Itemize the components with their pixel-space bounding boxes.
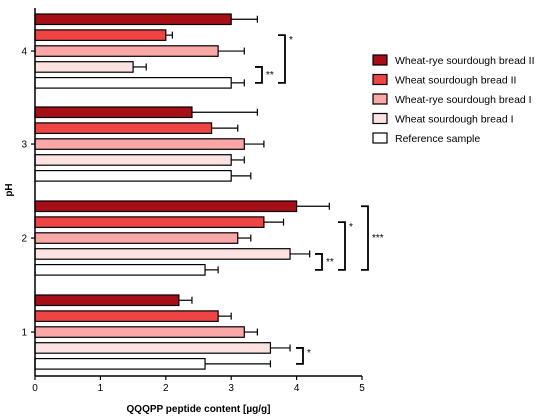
bar-4-1	[34, 29, 167, 41]
legend-label-1: Wheat sourdough bread II	[395, 75, 516, 87]
legend-label-2: Wheat-rye sourdough bread I	[395, 94, 532, 106]
significance-label-2: *	[349, 222, 353, 233]
legend-swatch-3	[372, 112, 388, 125]
bar-4-4	[34, 76, 232, 89]
x-tick-label-4: 4	[294, 383, 300, 394]
bar-1-4	[34, 358, 206, 370]
significance-label-4: *	[289, 35, 293, 46]
bar-3-4	[34, 170, 232, 182]
bar-2-4	[34, 264, 206, 276]
plot-layer	[34, 13, 330, 370]
legend-label-3: Wheat sourdough bread I	[395, 114, 514, 126]
x-tick-label-0: 0	[32, 383, 38, 394]
x-tick-label-3: 3	[228, 383, 234, 394]
bar-3-3	[34, 154, 232, 166]
bar-2-0	[34, 200, 298, 213]
x-axis-title: QQQPP peptide content [µg/g]	[127, 404, 271, 415]
legend-swatch-0	[372, 54, 388, 66]
bar-3-2	[34, 138, 245, 150]
significance-label-1: ***	[372, 233, 384, 244]
y-tick-label-3: 3	[21, 140, 27, 151]
x-tick-label-1: 1	[98, 383, 104, 394]
bar-4-3	[34, 61, 134, 73]
bar-1-2	[34, 326, 245, 338]
bar-2-3	[34, 248, 291, 260]
significance-label-3: **	[326, 257, 334, 268]
axes-layer: QQQPP peptide content [µg/g] pH 0 1 2 3 4 5 1 2…	[4, 8, 365, 415]
x-tick-label-5: 5	[359, 383, 365, 394]
significance-label-5: **	[266, 70, 274, 81]
significance-bracket-2	[338, 221, 346, 271]
significance-bracket-4	[278, 34, 286, 84]
legend-swatch-2	[372, 93, 388, 105]
bar-1-1	[34, 310, 219, 322]
bar-4-0	[34, 13, 232, 26]
bar-3-1	[34, 122, 213, 135]
significance-bracket-3	[315, 253, 323, 271]
significance-layer: **********	[255, 34, 384, 365]
significance-bracket-0	[296, 347, 304, 365]
legend-label-4: Reference sample	[395, 133, 480, 145]
legend-swatch-1	[372, 73, 388, 86]
y-axis-title: pH	[4, 183, 15, 196]
legend-swatch-4	[372, 132, 388, 144]
significance-bracket-5	[255, 66, 263, 84]
y-tick-label-2: 2	[21, 234, 27, 245]
bar-2-2	[34, 232, 239, 244]
bar-1-0	[34, 294, 180, 307]
legend-label-0: Wheat-rye sourdough bread II	[395, 55, 535, 67]
legend: Wheat-rye sourdough bread II Wheat sourdo…	[372, 54, 535, 145]
significance-bracket-1	[361, 205, 369, 271]
x-tick-label-2: 2	[163, 383, 169, 394]
bar-2-1	[34, 216, 265, 228]
bar-3-0	[34, 106, 193, 119]
bar-1-3	[34, 342, 272, 354]
y-tick-label-4: 4	[21, 47, 27, 58]
y-tick-label-1: 1	[21, 328, 27, 339]
bar-4-2	[34, 45, 219, 57]
significance-label-0: *	[307, 348, 311, 359]
